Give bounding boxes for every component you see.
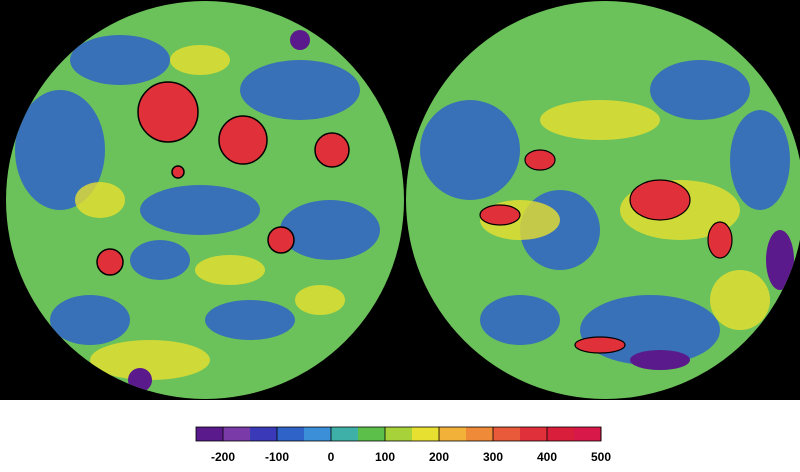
near-side-map <box>6 1 404 399</box>
colorbar: -200 -100 0 100 200 300 400 500 <box>195 426 611 464</box>
tick-label: -100 <box>265 450 289 464</box>
color-swatch <box>277 427 305 441</box>
color-swatch <box>196 427 224 441</box>
tick-label: 300 <box>483 450 503 464</box>
color-swatch <box>547 427 575 441</box>
color-swatch <box>412 427 440 441</box>
color-swatch <box>385 427 413 441</box>
color-swatch <box>493 427 521 441</box>
tick-label: 500 <box>591 450 611 464</box>
color-swatch <box>574 427 602 441</box>
color-swatch <box>466 427 494 441</box>
tick-label: 400 <box>537 450 557 464</box>
tick-label: 0 <box>328 450 335 464</box>
tick-label: 200 <box>429 450 449 464</box>
color-swatch <box>520 427 548 441</box>
far-side-map <box>406 1 800 399</box>
tick-label: -200 <box>211 450 235 464</box>
tick-label: 100 <box>375 450 395 464</box>
color-swatch <box>304 427 332 441</box>
color-swatch <box>358 427 386 441</box>
color-swatch <box>250 427 278 441</box>
color-swatch <box>439 427 467 441</box>
color-swatch <box>223 427 251 441</box>
color-swatch <box>331 427 359 441</box>
